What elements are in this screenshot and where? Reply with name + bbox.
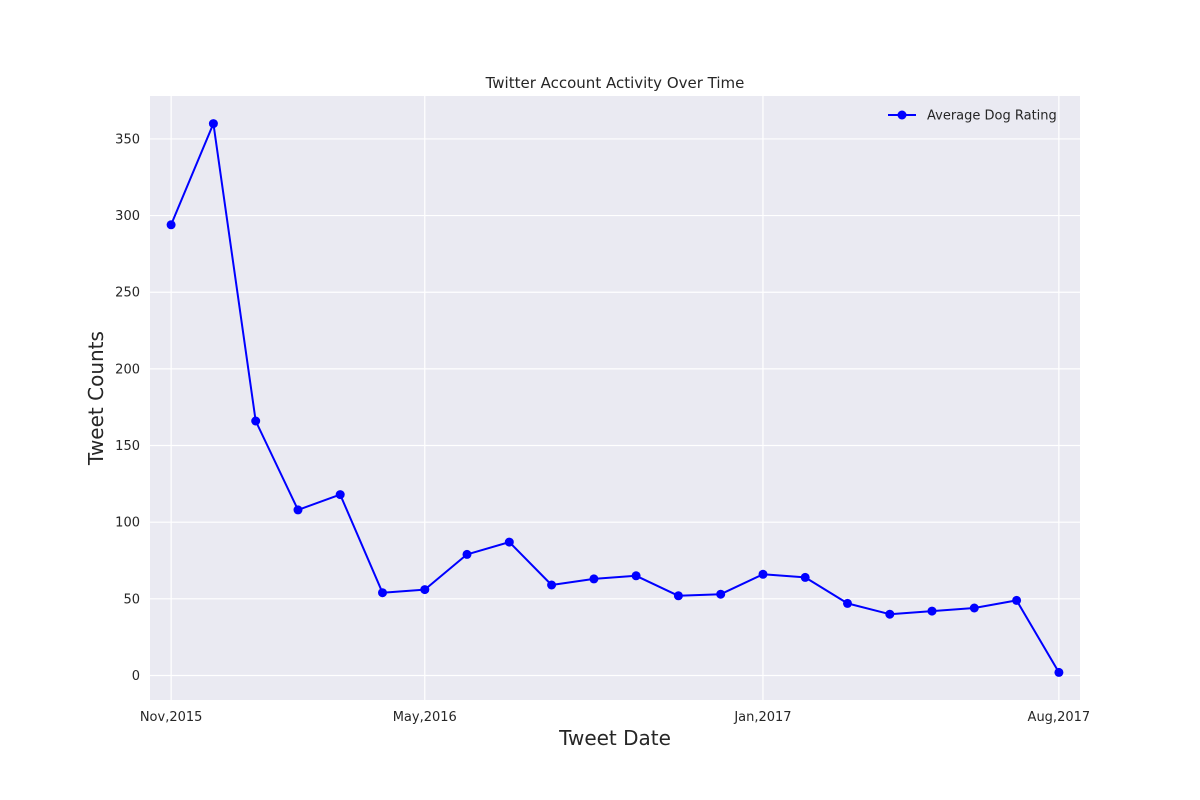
y-tick-label: 300 xyxy=(115,209,140,224)
x-tick-label: May,2016 xyxy=(393,710,457,725)
plot-area xyxy=(150,96,1080,700)
data-point xyxy=(716,589,726,599)
y-tick-label: 100 xyxy=(115,516,140,531)
legend-label: Average Dog Rating xyxy=(927,109,1057,124)
data-point xyxy=(293,505,303,515)
data-point xyxy=(166,220,176,230)
data-point xyxy=(843,598,852,608)
y-tick-label: 350 xyxy=(115,132,140,147)
y-axis-label: Tweet Counts xyxy=(84,331,108,466)
data-point xyxy=(378,588,387,598)
data-point xyxy=(251,416,261,426)
data-point xyxy=(885,609,895,619)
x-tick-label: Aug,2017 xyxy=(1028,710,1091,725)
y-axis-ticks: 0 50 100 150 200 250 300 350 xyxy=(115,132,140,684)
y-tick-label: 150 xyxy=(115,439,140,454)
y-tick-label: 250 xyxy=(115,286,140,301)
y-tick-label: 200 xyxy=(115,362,140,377)
data-point xyxy=(631,571,641,581)
series-layer xyxy=(166,119,1064,677)
legend-marker-swatch xyxy=(897,110,907,120)
data-point xyxy=(927,606,937,616)
data-point xyxy=(1054,667,1064,677)
x-tick-label: Jan,2017 xyxy=(733,710,791,725)
data-point xyxy=(758,569,768,579)
chart-title: Twitter Account Activity Over Time xyxy=(485,74,745,92)
data-point xyxy=(800,572,810,582)
data-point xyxy=(504,537,514,547)
y-tick-label: 50 xyxy=(123,592,140,607)
data-point xyxy=(1012,595,1022,605)
data-point xyxy=(420,585,430,595)
y-tick-label: 0 xyxy=(132,669,140,684)
data-point xyxy=(589,574,599,584)
data-point xyxy=(335,490,345,500)
data-point xyxy=(462,549,472,559)
data-point xyxy=(208,119,218,129)
gridlines xyxy=(150,96,1080,700)
x-axis-label: Tweet Date xyxy=(558,726,671,750)
x-tick-label: Nov,2015 xyxy=(140,710,203,725)
data-point xyxy=(547,580,557,590)
data-point xyxy=(969,603,979,613)
series-line xyxy=(170,122,1060,673)
legend: Average Dog Rating xyxy=(888,109,1057,124)
x-axis-ticks: Nov,2015 May,2016 Jan,2017 Aug,2017 xyxy=(140,710,1090,725)
data-point xyxy=(673,591,683,601)
